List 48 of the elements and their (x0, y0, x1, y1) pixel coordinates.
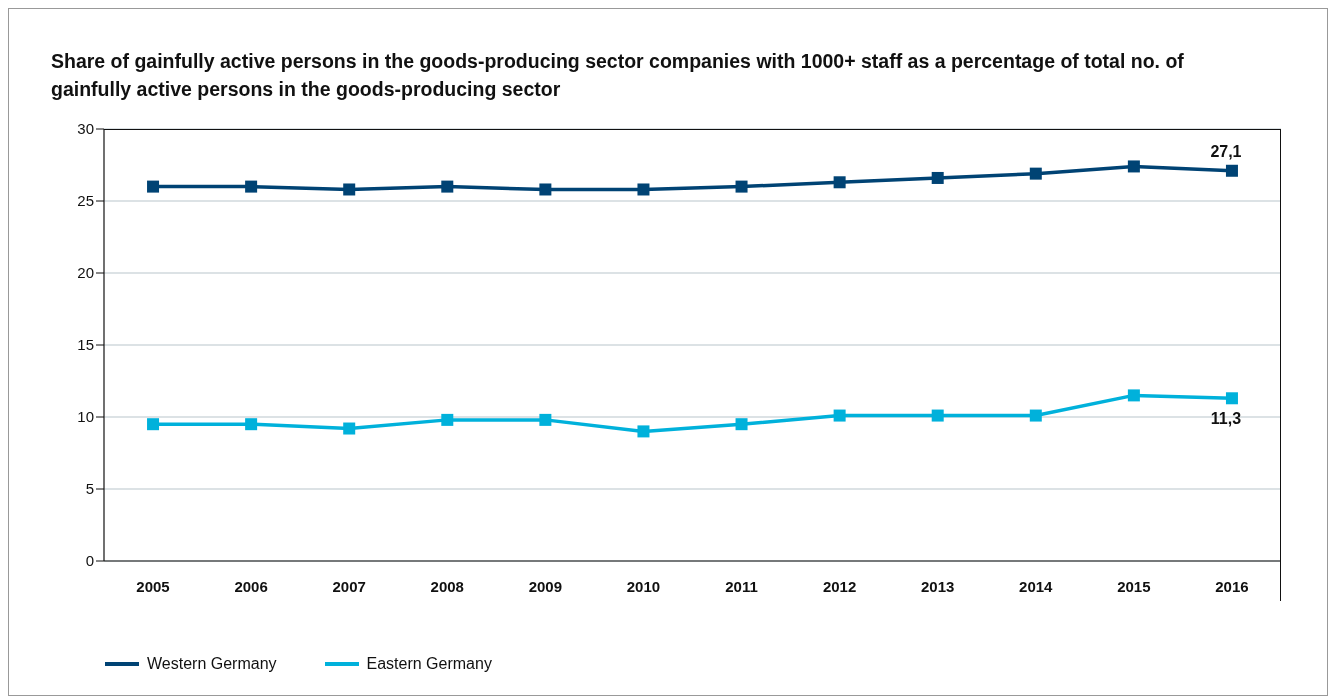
point (1225, 164, 1238, 177)
x-tick-label: 2013 (921, 577, 955, 595)
x-tick-label: 2016 (1215, 577, 1249, 595)
legend-label: Western Germany (147, 655, 277, 673)
point (931, 409, 944, 422)
point (735, 418, 748, 431)
point (245, 418, 258, 431)
point (539, 183, 552, 196)
point (343, 183, 356, 196)
x-tick-label: 2009 (528, 577, 563, 595)
legend-label: Eastern Germany (366, 655, 492, 673)
point (441, 413, 454, 426)
point (833, 409, 846, 422)
y-tick-label: 0 (85, 552, 94, 570)
y-tick-label: 20 (77, 264, 94, 282)
point (833, 176, 846, 189)
point (1029, 409, 1042, 422)
point (1029, 167, 1042, 180)
x-tick-label: 2008 (430, 577, 464, 595)
y-tick-label: 25 (77, 192, 94, 210)
point (735, 180, 748, 193)
point (637, 183, 650, 196)
point (1127, 389, 1140, 402)
data-label: 11,3 (1210, 410, 1242, 428)
y-tick-label: 5 (85, 480, 94, 498)
x-tick-label: 2010 (626, 577, 661, 595)
x-tick-label: 2014 (1019, 577, 1054, 595)
point (539, 413, 552, 426)
point (245, 180, 258, 193)
x-tick-label: 2011 (725, 577, 758, 595)
x-tick-label: 2007 (332, 577, 366, 595)
data-label: 27,1 (1210, 142, 1242, 160)
y-tick-label: 10 (77, 408, 94, 426)
point (343, 422, 356, 435)
x-tick-label: 2006 (234, 577, 268, 595)
y-tick-label: 30 (77, 120, 94, 138)
x-tick-label: 2005 (136, 577, 170, 595)
point (931, 171, 944, 184)
x-tick-label: 2015 (1117, 577, 1151, 595)
point (1127, 160, 1140, 173)
chart-title: Share of gainfully active persons in the goods-producing sector companies with 1000+ staff as a percentage of total no. of gainfully active persons in the goods-producing sector (51, 49, 1185, 102)
point (1225, 392, 1238, 405)
point (441, 180, 454, 193)
y-tick-label: 15 (77, 336, 94, 354)
point (147, 418, 160, 431)
point (637, 425, 650, 438)
x-tick-label: 2012 (822, 577, 857, 595)
point (147, 180, 160, 193)
